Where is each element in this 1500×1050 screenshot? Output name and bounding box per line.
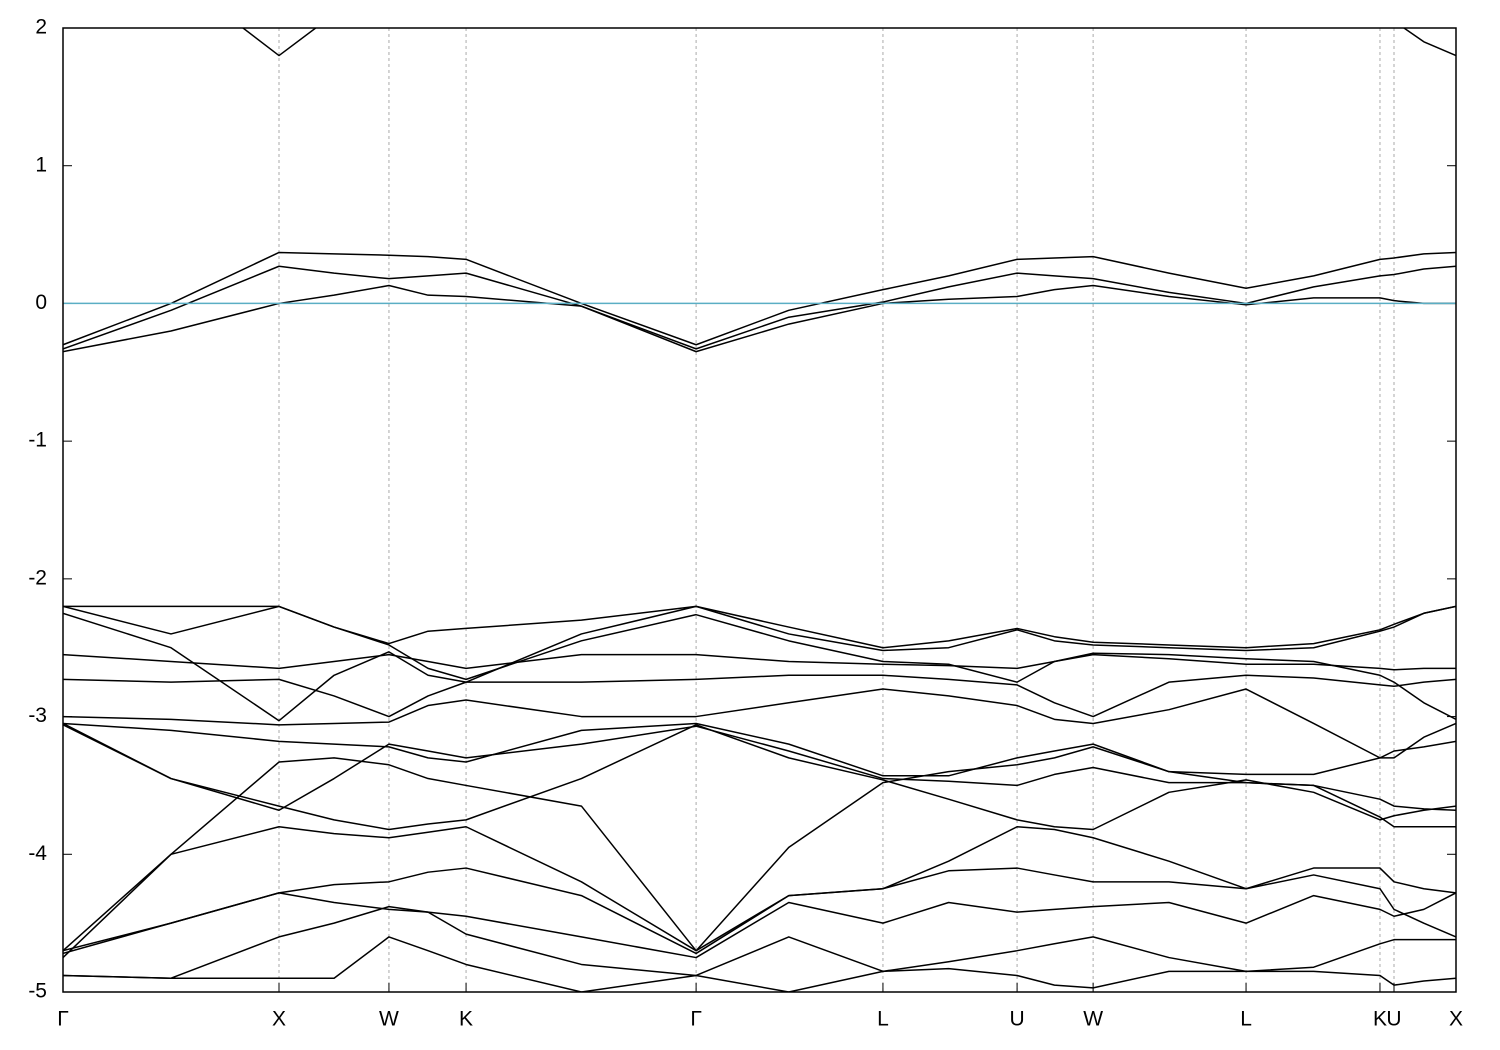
plot-frame bbox=[62, 27, 1457, 993]
band-line bbox=[63, 688, 1456, 759]
y-tick-label: 0 bbox=[35, 291, 47, 314]
band-line bbox=[63, 265, 1456, 350]
band-line bbox=[241, 28, 1456, 57]
band-line bbox=[63, 653, 1456, 671]
band-line bbox=[63, 674, 1456, 718]
band-line bbox=[63, 905, 1456, 979]
y-tick-label: -5 bbox=[28, 980, 47, 1003]
band-line bbox=[63, 605, 1456, 722]
x-tick-label: L bbox=[877, 1008, 889, 1031]
x-tick-label: Γ bbox=[690, 1008, 702, 1031]
x-tick-label: U bbox=[1009, 1008, 1024, 1031]
x-tick-label: X bbox=[272, 1008, 286, 1031]
x-tick-label: W bbox=[1083, 1008, 1103, 1031]
x-tick-label: X bbox=[1449, 1008, 1463, 1031]
band-line bbox=[63, 722, 1456, 777]
band-line bbox=[63, 746, 1456, 959]
band-line bbox=[63, 867, 1456, 955]
y-tick-label: -3 bbox=[28, 704, 47, 727]
y-tick-label: -4 bbox=[28, 842, 47, 865]
x-tick-label: K bbox=[1373, 1008, 1387, 1031]
band-line bbox=[63, 722, 1456, 811]
band-line bbox=[63, 284, 1456, 353]
x-tick-label: W bbox=[379, 1008, 399, 1031]
x-tick-label: U bbox=[1386, 1008, 1401, 1031]
band-line bbox=[63, 724, 1456, 831]
y-tick-label: 1 bbox=[35, 153, 47, 176]
plot-area bbox=[63, 28, 1456, 992]
band-line bbox=[63, 605, 1456, 720]
x-tick-label: K bbox=[459, 1008, 473, 1031]
band-line bbox=[63, 825, 1456, 952]
y-tick-label: -2 bbox=[28, 566, 47, 589]
band-line bbox=[63, 605, 1456, 649]
band-line bbox=[63, 936, 1456, 992]
x-tick-label: L bbox=[1240, 1008, 1252, 1031]
band-line bbox=[63, 251, 1456, 346]
y-tick-label: -1 bbox=[28, 429, 47, 452]
x-tick-label: Γ bbox=[57, 1008, 69, 1031]
band-line bbox=[63, 892, 1456, 959]
y-tick-label: 2 bbox=[35, 16, 47, 39]
